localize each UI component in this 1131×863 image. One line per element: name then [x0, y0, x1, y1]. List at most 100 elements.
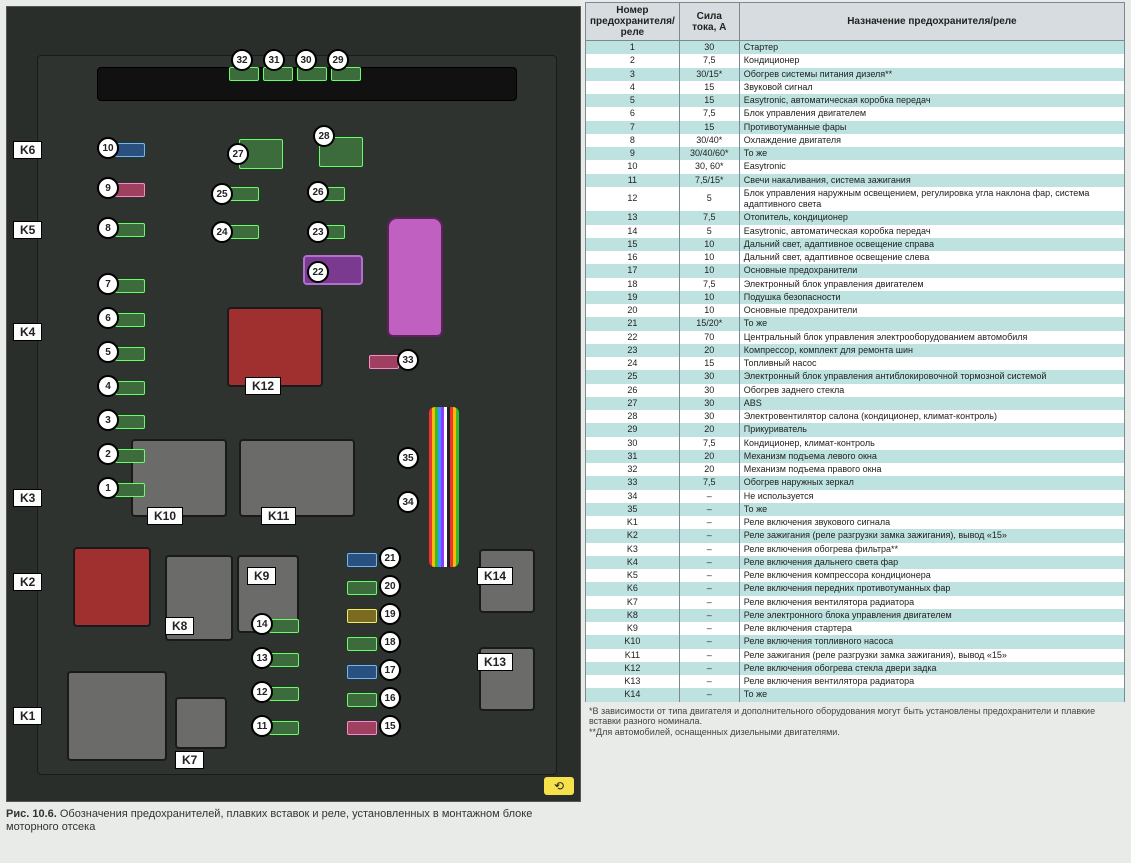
cell-desc: Реле включения звукового сигнала	[739, 516, 1124, 529]
cell-number: 33	[586, 476, 680, 489]
cell-number: K4	[586, 556, 680, 569]
cell-amp: –	[679, 529, 739, 542]
cell-desc: ABS	[739, 397, 1124, 410]
cell-number: 11	[586, 174, 680, 187]
table-row: 137,5Отопитель, кондиционер	[586, 211, 1125, 224]
cell-amp: 10	[679, 291, 739, 304]
tag-8: 8	[97, 217, 119, 239]
caption-text: Обозначения предохранителей, плавких вст…	[6, 808, 532, 833]
cell-desc: Реле включения передних противотуманных …	[739, 582, 1124, 595]
cell-desc: Компрессор, комплект для ремонта шин	[739, 344, 1124, 357]
cell-desc: Прикуриватель	[739, 423, 1124, 436]
label-k13: K13	[477, 653, 513, 671]
cell-amp: 20	[679, 344, 739, 357]
tag-33: 33	[397, 349, 419, 371]
tag-10: 10	[97, 137, 119, 159]
cell-desc: Отопитель, кондиционер	[739, 211, 1124, 224]
cell-desc: Охлаждение двигателя	[739, 134, 1124, 147]
label-k3: K3	[13, 489, 42, 507]
label-k7: K7	[175, 751, 204, 769]
cell-number: K2	[586, 529, 680, 542]
cell-number: K6	[586, 582, 680, 595]
cell-number: 17	[586, 264, 680, 277]
tag-35: 35	[397, 447, 419, 469]
cell-desc: Электронный блок управления антиблокиров…	[739, 370, 1124, 383]
tag-30: 30	[295, 49, 317, 71]
cell-amp: 7,5	[679, 278, 739, 291]
table-row: 3220Механизм подъема правого окна	[586, 463, 1125, 476]
cell-desc: Кондиционер	[739, 54, 1124, 67]
cell-amp: –	[679, 503, 739, 516]
cell-desc: Реле включения стартера	[739, 622, 1124, 635]
table-row: 3120Механизм подъема левого окна	[586, 450, 1125, 463]
cell-amp: 10	[679, 251, 739, 264]
cell-number: 30	[586, 437, 680, 450]
cell-number: 9	[586, 147, 680, 160]
table-row: 2270Центральный блок управления электроо…	[586, 331, 1125, 344]
cell-desc: Стартер	[739, 41, 1124, 55]
footnote-1: *В зависимости от типа двигателя и допол…	[589, 706, 1127, 728]
tag-26: 26	[307, 181, 329, 203]
cell-amp: 7,5	[679, 211, 739, 224]
cell-number: K1	[586, 516, 680, 529]
tag-19: 19	[379, 603, 401, 625]
table-row: K4–Реле включения дальнего света фар	[586, 556, 1125, 569]
cell-number: 26	[586, 384, 680, 397]
cell-amp: 20	[679, 423, 739, 436]
cell-number: 22	[586, 331, 680, 344]
cell-amp: 30/40/60*	[679, 147, 739, 160]
table-row: 1510Дальний свет, адаптивное освещение с…	[586, 238, 1125, 251]
label-k14: K14	[477, 567, 513, 585]
tag-1: 1	[97, 477, 119, 499]
cell-desc: Реле включения вентилятора радиатора	[739, 596, 1124, 609]
cell-desc: Подушка безопасности	[739, 291, 1124, 304]
tag-22: 22	[307, 261, 329, 283]
cell-desc: Блок управления наружным освещением, рег…	[739, 187, 1124, 212]
cell-amp: –	[679, 649, 739, 662]
table-row: 330/15*Обогрев системы питания дизеля**	[586, 68, 1125, 81]
label-k4: K4	[13, 323, 42, 341]
cell-number: K5	[586, 569, 680, 582]
cell-amp: –	[679, 569, 739, 582]
label-k1: K1	[13, 707, 42, 725]
cell-number: 28	[586, 410, 680, 423]
cell-number: 1	[586, 41, 680, 55]
cell-desc: Центральный блок управления электрообору…	[739, 331, 1124, 344]
cell-desc: То же	[739, 147, 1124, 160]
table-row: K11–Реле зажигания (реле разгрузки замка…	[586, 649, 1125, 662]
cell-desc: Обогрев заднего стекла	[739, 384, 1124, 397]
cell-amp: 30/40*	[679, 134, 739, 147]
cell-number: K12	[586, 662, 680, 675]
cell-desc: Противотуманные фары	[739, 121, 1124, 134]
tag-14: 14	[251, 613, 273, 635]
cell-amp: 30	[679, 41, 739, 55]
cell-desc: Реле включения вентилятора радиатора	[739, 675, 1124, 688]
cell-amp: 10	[679, 264, 739, 277]
cell-amp: 15	[679, 94, 739, 107]
cell-amp: 15	[679, 357, 739, 370]
tag-9: 9	[97, 177, 119, 199]
tag-5: 5	[97, 341, 119, 363]
label-k2: K2	[13, 573, 42, 591]
table-row: 1710Основные предохранители	[586, 264, 1125, 277]
cell-amp: 5	[679, 187, 739, 212]
cell-desc: То же	[739, 317, 1124, 330]
cell-number: 13	[586, 211, 680, 224]
footnote-2: **Для автомобилей, оснащенных дизельными…	[589, 727, 1127, 738]
cell-number: 18	[586, 278, 680, 291]
cell-number: 25	[586, 370, 680, 383]
cell-amp: 20	[679, 450, 739, 463]
cell-amp: –	[679, 582, 739, 595]
table-row: 2730ABS	[586, 397, 1125, 410]
cell-number: 15	[586, 238, 680, 251]
cell-amp: 7,5/15*	[679, 174, 739, 187]
tag-18: 18	[379, 631, 401, 653]
table-row: 117,5/15*Свечи накаливания, система зажи…	[586, 174, 1125, 187]
cell-number: 16	[586, 251, 680, 264]
cell-desc: Не используется	[739, 490, 1124, 503]
cell-amp: 7,5	[679, 476, 739, 489]
table-row: 187,5Электронный блок управления двигате…	[586, 278, 1125, 291]
cell-number: 19	[586, 291, 680, 304]
cell-number: K13	[586, 675, 680, 688]
table-row: K9–Реле включения стартера	[586, 622, 1125, 635]
